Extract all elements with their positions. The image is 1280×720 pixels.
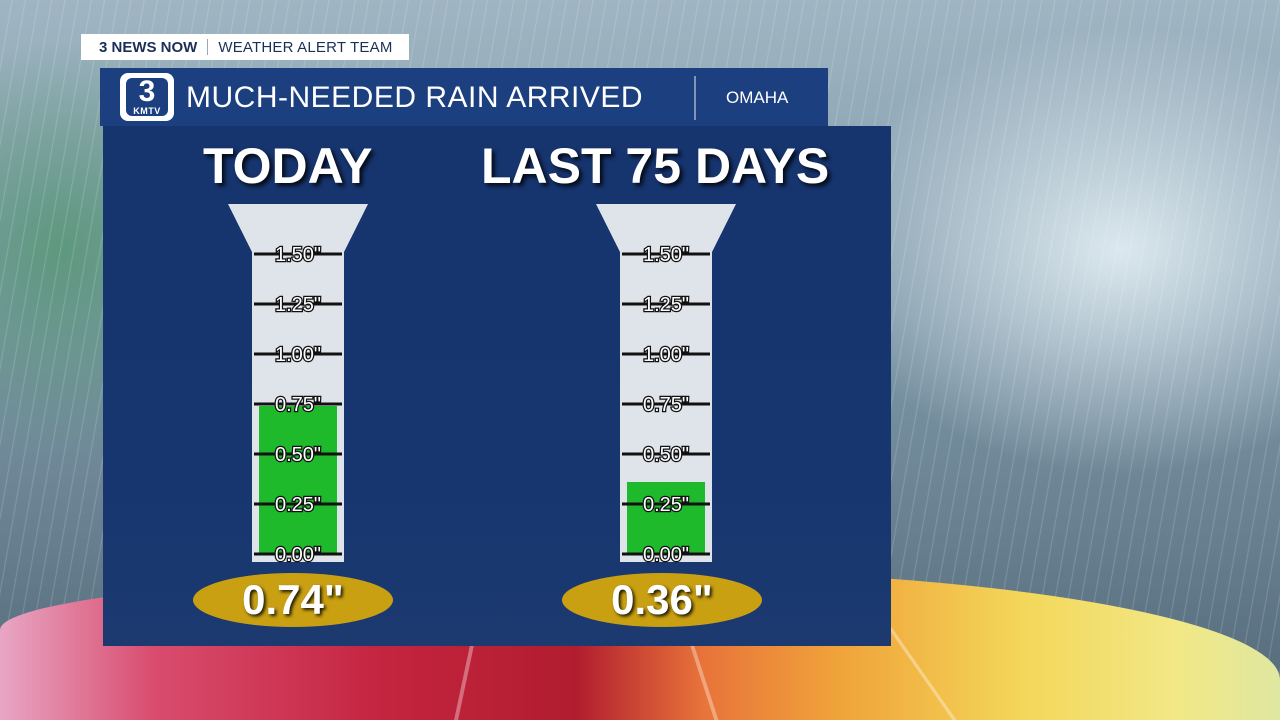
gauge-tick-label: 1.50" — [643, 244, 689, 266]
brand-label: 3 NEWS NOW — [99, 38, 198, 56]
total-badge-today: 0.74" — [193, 573, 393, 627]
title-divider — [694, 76, 696, 120]
gauge-tick-label: 0.50" — [275, 444, 321, 466]
gauge-tick-label: 0.50" — [643, 444, 689, 466]
gauge-tick-label: 0.00" — [643, 544, 689, 566]
title-bar — [100, 68, 828, 126]
gauge-tick-label: 1.00" — [643, 344, 689, 366]
gauge-tick-label: 0.75" — [275, 394, 321, 416]
gauge-tick-label: 0.00" — [275, 544, 321, 566]
gauge-tick-label: 0.25" — [643, 494, 689, 516]
gauge-tick-label: 0.25" — [275, 494, 321, 516]
team-label: WEATHER ALERT TEAM — [218, 38, 393, 56]
logo-number: 3 — [138, 75, 156, 108]
gauge-tick-label: 1.50" — [275, 244, 321, 266]
tag-divider — [207, 39, 209, 55]
gauge-tick-label: 1.25" — [643, 294, 689, 316]
location-label: OMAHA — [726, 88, 789, 107]
gauge-fill-bar — [627, 482, 705, 554]
rain-gauge-today: 0.00" 0.25" 0.50" 0.75" 1.00" 1.25" 1.50" — [228, 204, 368, 566]
page-title: MUCH-NEEDED RAIN ARRIVED — [186, 81, 644, 114]
gauge-title-last-75-days: LAST 75 DAYS — [481, 138, 830, 194]
logo-badge: 3 KMTV — [126, 75, 168, 116]
gauge-tick-label: 0.75" — [643, 394, 689, 416]
rain-gauge-panel — [103, 126, 891, 646]
station-tag: 3 NEWS NOW WEATHER ALERT TEAM — [81, 34, 409, 60]
rain-gauge-last-75-days: 0.00" 0.25" 0.50" 0.75" 1.00" 1.25" 1.50" — [596, 204, 736, 566]
gauge-tick-label: 1.00" — [275, 344, 321, 366]
kmtv-logo: 3 KMTV — [120, 73, 174, 121]
gauge-funnel — [596, 204, 736, 562]
gauge-fill-bar — [259, 406, 337, 554]
total-badge-last-75-days: 0.36" — [562, 573, 762, 627]
gauge-title-today: TODAY — [203, 138, 373, 194]
gauge-tick-label: 1.25" — [275, 294, 321, 316]
logo-call-letters: KMTV — [133, 106, 161, 116]
